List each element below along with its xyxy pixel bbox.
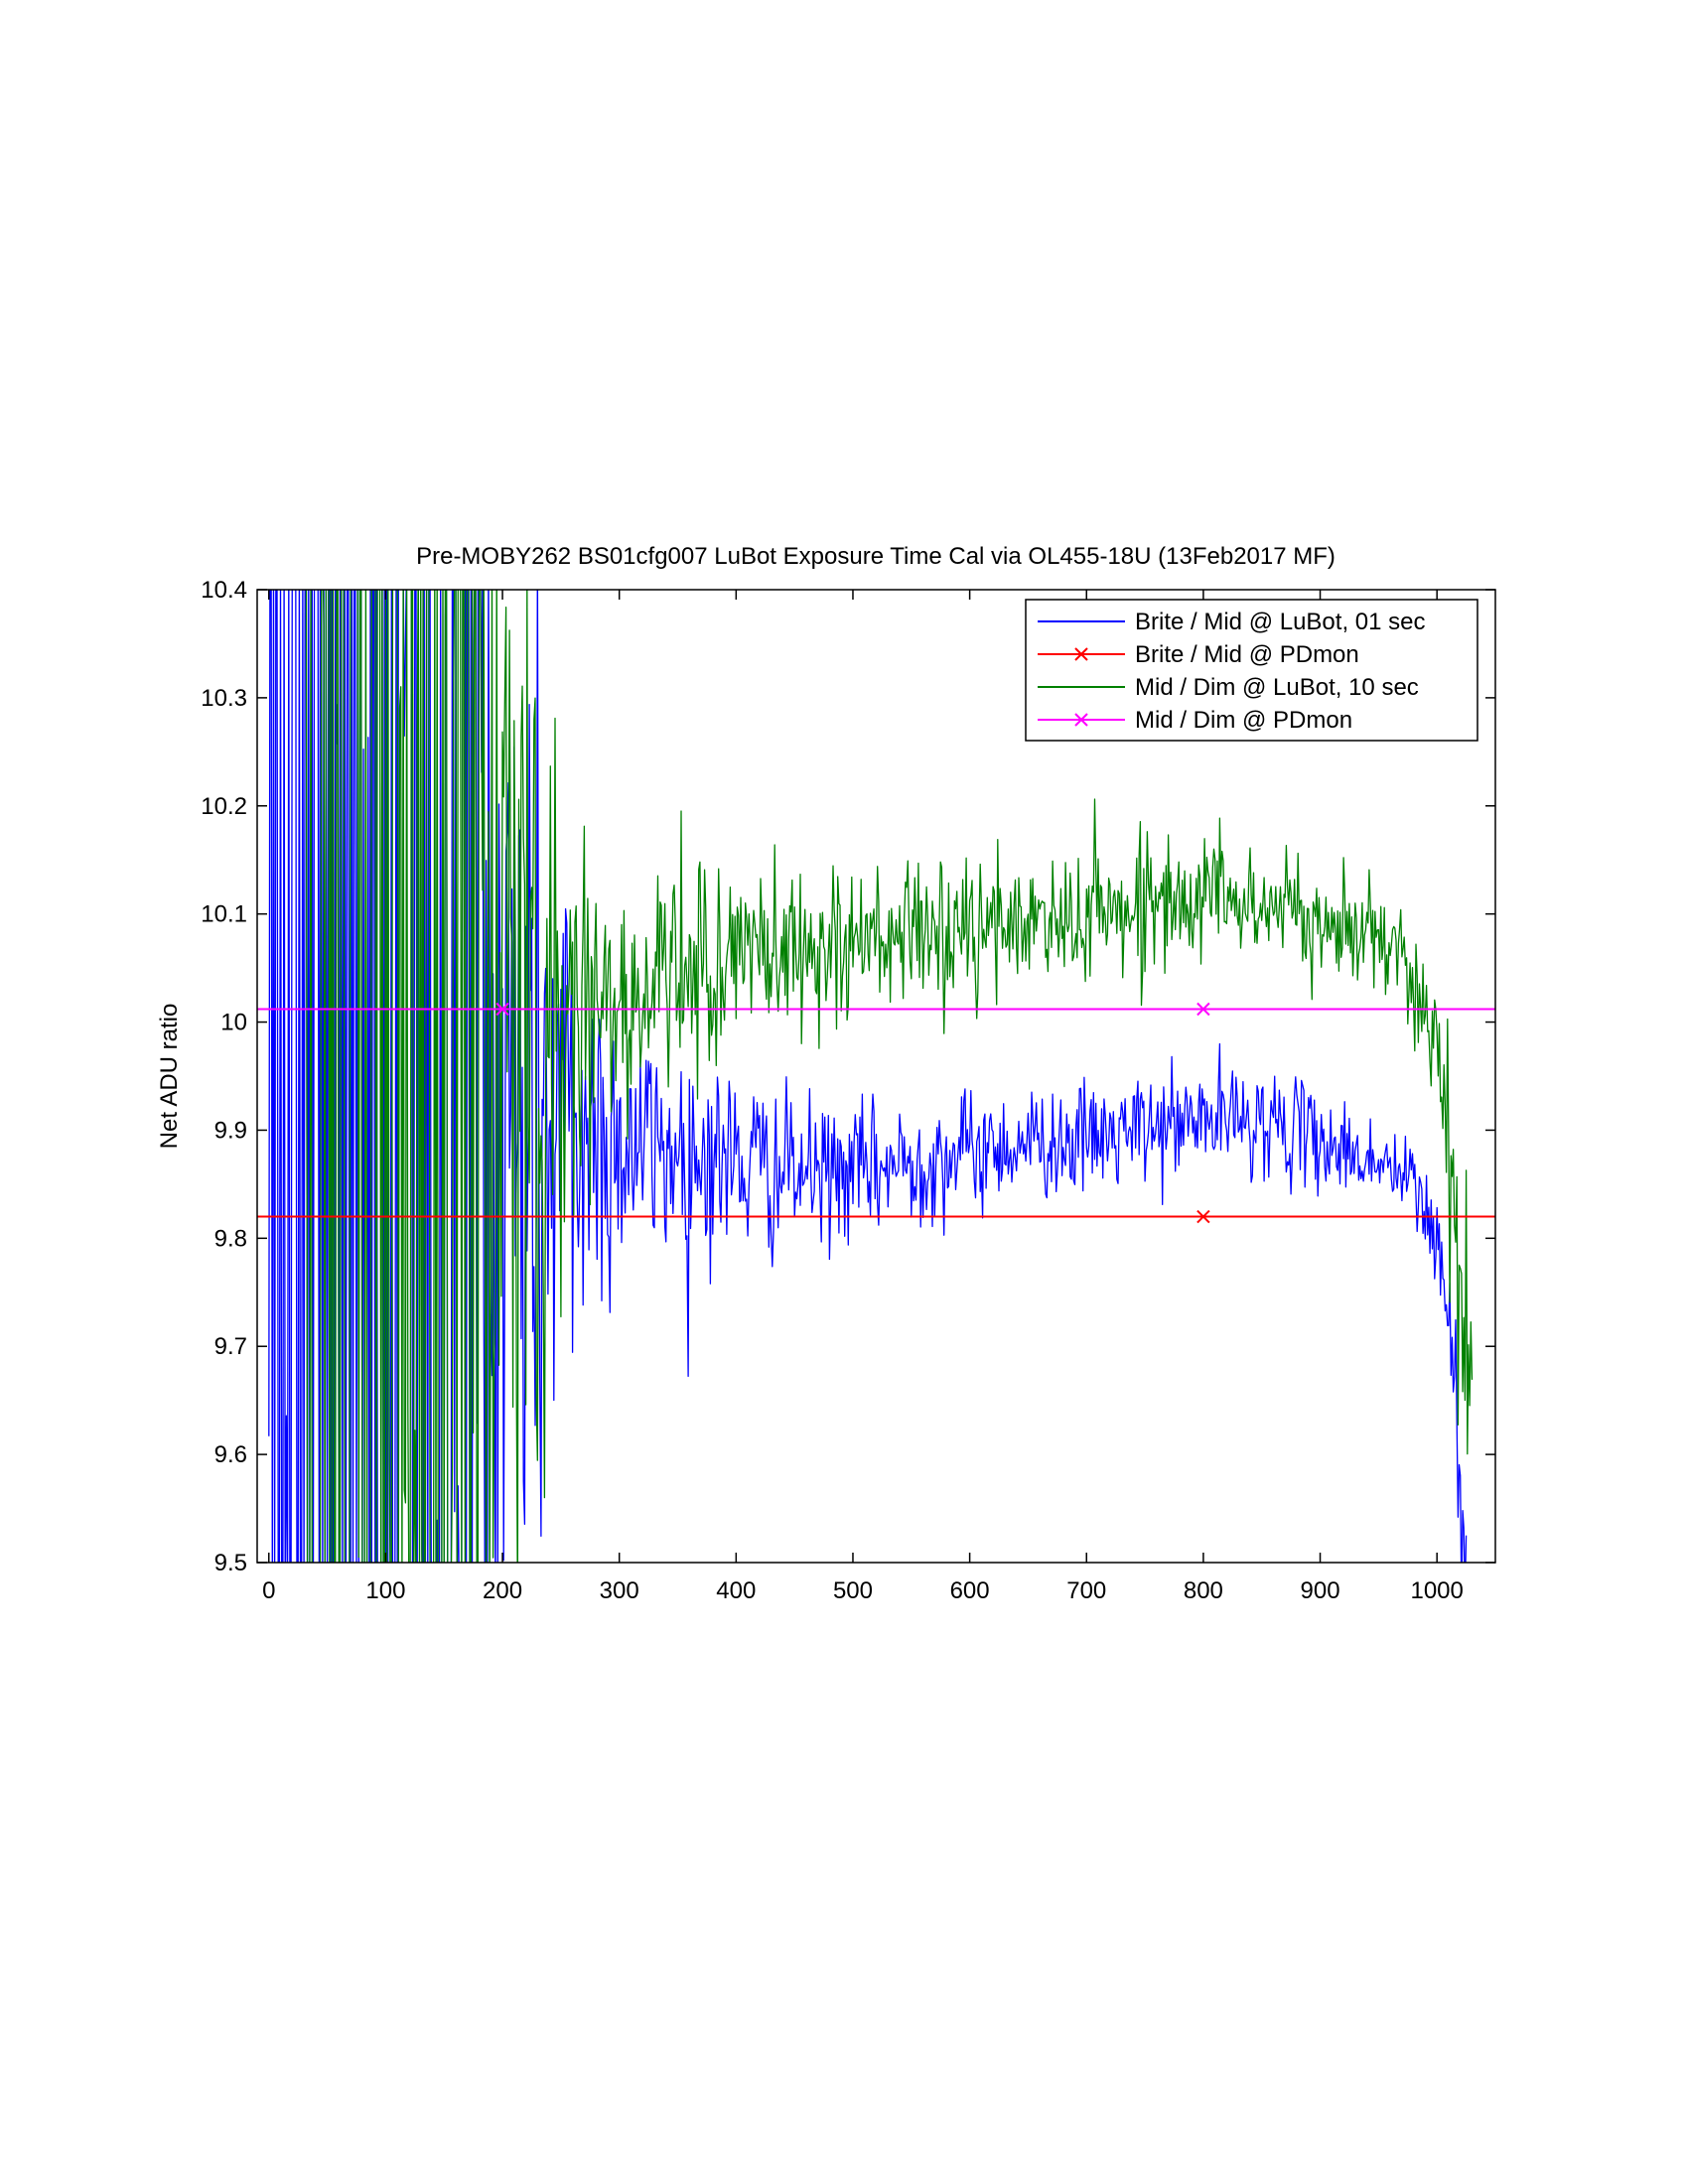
y-tick-label: 10.4 bbox=[201, 577, 247, 604]
x-axis: 0 100 200 300 400 500 600 700 800 900 1000 bbox=[262, 590, 1464, 1604]
x-tick-label: 900 bbox=[1301, 1577, 1340, 1604]
x-tick-label: 100 bbox=[365, 1577, 405, 1604]
y-tick-label: 10.2 bbox=[201, 793, 247, 820]
y-axis: 9.5 9.6 9.7 9.8 9.9 10 10.1 10.2 10.3 10.4 bbox=[201, 577, 1495, 1576]
legend-box bbox=[1025, 599, 1478, 742]
legend-label: Mid / Dim @ LuBot, 10 sec bbox=[1135, 674, 1419, 701]
x-tick-label: 500 bbox=[833, 1577, 873, 1604]
x-tick-label: 600 bbox=[950, 1577, 990, 1604]
x-tick-label: 0 bbox=[262, 1577, 275, 1604]
y-tick-label: 9.7 bbox=[214, 1333, 247, 1360]
legend: Brite / Mid @ LuBot, 01 sec Brite / Mid @… bbox=[1025, 599, 1478, 742]
x-tick-label: 300 bbox=[600, 1577, 639, 1604]
x-tick-label: 400 bbox=[716, 1577, 756, 1604]
series-marker-x bbox=[1196, 1002, 1210, 1017]
plot-area bbox=[256, 589, 1496, 1564]
series-marker-x bbox=[1196, 1209, 1210, 1224]
y-tick-label: 9.8 bbox=[214, 1225, 247, 1252]
y-tick-label: 9.6 bbox=[214, 1441, 247, 1468]
series-line-brite-mid-lubot bbox=[268, 590, 1468, 1563]
y-tick-label: 10 bbox=[220, 1010, 247, 1036]
y-tick-label: 10.1 bbox=[201, 901, 247, 928]
y-tick-label: 10.3 bbox=[201, 685, 247, 712]
legend-label: Mid / Dim @ PDmon bbox=[1135, 707, 1352, 734]
x-tick-label: 700 bbox=[1066, 1577, 1106, 1604]
y-axis-label: Net ADU ratio bbox=[156, 1004, 183, 1150]
y-tick-label: 9.9 bbox=[214, 1117, 247, 1144]
axes-frame bbox=[256, 589, 1496, 1564]
x-tick-label: 200 bbox=[483, 1577, 522, 1604]
y-tick-label: 9.5 bbox=[214, 1550, 247, 1576]
x-tick-label: 1000 bbox=[1410, 1577, 1463, 1604]
x-tick-label: 800 bbox=[1184, 1577, 1223, 1604]
legend-label: Brite / Mid @ LuBot, 01 sec bbox=[1135, 609, 1426, 635]
legend-item: Mid / Dim @ LuBot, 10 sec bbox=[1038, 674, 1419, 701]
legend-item: Brite / Mid @ LuBot, 01 sec bbox=[1038, 609, 1426, 635]
series-marker-x bbox=[495, 1002, 509, 1017]
series-layer bbox=[257, 590, 1495, 1563]
legend-item: Mid / Dim @ PDmon bbox=[1038, 707, 1352, 734]
legend-item: Brite / Mid @ PDmon bbox=[1038, 641, 1359, 668]
legend-label: Brite / Mid @ PDmon bbox=[1135, 641, 1359, 668]
chart-title: Pre-MOBY262 BS01cfg007 LuBot Exposure Ti… bbox=[416, 543, 1336, 570]
series-line-mid-dim-lubot bbox=[305, 590, 1474, 1563]
